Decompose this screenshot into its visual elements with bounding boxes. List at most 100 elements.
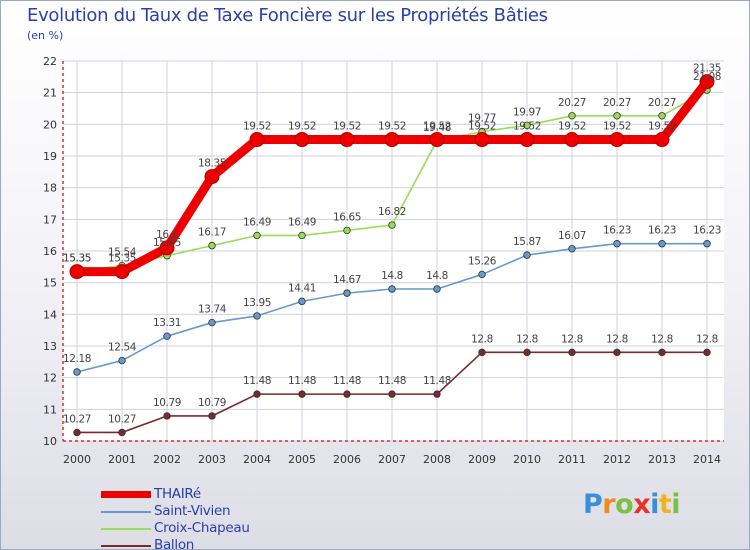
- y-tick-label: 10: [43, 435, 57, 448]
- data-label: 11.48: [423, 375, 451, 387]
- chart-title: Evolution du Taux de Taxe Foncière sur l…: [27, 5, 548, 26]
- data-point: [118, 356, 126, 365]
- data-point: [703, 348, 711, 357]
- data-label: 19.52: [333, 121, 361, 133]
- data-label: 19.52: [648, 121, 676, 133]
- data-point: [73, 368, 81, 376]
- data-label: 15.54: [108, 247, 137, 259]
- y-tick-label: 18: [43, 182, 57, 195]
- data-label: 19.52: [468, 121, 496, 133]
- data-label: 16.23: [693, 225, 721, 237]
- data-label: 10.79: [153, 397, 181, 409]
- data-label: 12.8: [471, 333, 493, 345]
- y-tick-label: 20: [43, 118, 57, 131]
- data-point: [69, 264, 85, 280]
- data-point: [388, 285, 396, 293]
- data-point: [388, 221, 396, 229]
- legend-swatch-ballon: [101, 545, 151, 547]
- data-point: [433, 285, 441, 293]
- x-tick-label: 2001: [108, 453, 136, 466]
- x-tick-label: 2000: [63, 453, 91, 466]
- logo-letter: t: [658, 489, 672, 520]
- data-point: [208, 318, 216, 327]
- data-point: [298, 231, 306, 240]
- data-label: 19.52: [513, 121, 541, 133]
- data-point: [253, 390, 261, 398]
- data-label: 10.27: [63, 413, 91, 425]
- data-point: [343, 289, 351, 297]
- data-label: 19.97: [513, 106, 541, 118]
- x-tick-label: 2011: [558, 453, 586, 466]
- logo-letter: r: [602, 489, 616, 520]
- data-point: [478, 270, 486, 279]
- data-point: [429, 132, 445, 148]
- logo-letter: o: [615, 489, 634, 520]
- data-label: 15.87: [513, 236, 541, 248]
- data-label: 18.35: [198, 158, 226, 170]
- data-point: [568, 245, 576, 253]
- data-label: 16.82: [378, 206, 406, 218]
- data-label: 14.8: [426, 270, 448, 282]
- legend-label: Ballon: [154, 537, 195, 550]
- logo-letter: P: [583, 489, 603, 520]
- series-layer: [69, 74, 715, 437]
- data-point: [613, 348, 621, 357]
- data-label: 16.17: [198, 227, 226, 239]
- data-label: 16.07: [558, 230, 586, 242]
- data-point: [294, 132, 310, 148]
- data-point: [384, 132, 400, 148]
- x-tick-label: 2006: [333, 453, 361, 466]
- data-label: 12.8: [561, 333, 583, 345]
- data-label: 14.41: [288, 282, 316, 294]
- data-point: [118, 428, 126, 437]
- x-tick-label: 2008: [423, 453, 451, 466]
- data-point: [523, 121, 531, 129]
- data-point: [519, 132, 535, 148]
- data-point: [208, 241, 216, 250]
- data-point: [433, 390, 441, 398]
- data-point: [204, 169, 220, 185]
- data-point: [523, 348, 531, 357]
- data-label: 16.49: [243, 216, 271, 228]
- data-label: 15.35: [63, 253, 91, 265]
- data-label: 16.65: [333, 211, 361, 223]
- data-label: 12.18: [63, 353, 91, 365]
- data-label: 12.54: [108, 342, 137, 354]
- data-point: [658, 348, 666, 357]
- legend-swatch-saint-vivien: [101, 511, 151, 513]
- x-tick-label: 2004: [243, 453, 271, 466]
- data-label: 11.48: [288, 375, 316, 387]
- data-label: 19.77: [468, 113, 496, 125]
- data-point: [613, 112, 621, 120]
- y-tick-label: 21: [43, 87, 57, 100]
- data-label: 14.67: [333, 274, 361, 286]
- y-tick-label: 11: [43, 403, 57, 416]
- legend-swatch-croix-chapeau: [101, 528, 151, 530]
- data-label: 10.79: [198, 397, 226, 409]
- data-label: 15.35: [108, 253, 136, 265]
- data-point: [658, 240, 666, 248]
- x-tick-label: 2005: [288, 453, 316, 466]
- data-label: 21.08: [693, 71, 721, 83]
- x-tick-label: 2003: [198, 453, 226, 466]
- data-point: [343, 226, 351, 235]
- y-tick-label: 14: [43, 308, 57, 321]
- data-label: 16.49: [288, 216, 316, 228]
- data-point: [568, 112, 576, 120]
- legend-swatch-thaire: [101, 491, 151, 498]
- x-tick-label: 2010: [513, 453, 541, 466]
- data-label: 20.27: [648, 97, 676, 109]
- data-point: [388, 390, 396, 398]
- data-label: 16.23: [648, 225, 676, 237]
- data-label: 13.74: [198, 304, 227, 316]
- legend-label: Saint-Vivien: [154, 503, 231, 519]
- data-point: [73, 428, 81, 437]
- data-point: [699, 74, 715, 90]
- data-label: 12.8: [606, 333, 628, 345]
- data-label: 10.27: [108, 413, 136, 425]
- proxiti-logo: Proxiti: [583, 489, 681, 520]
- data-point: [703, 240, 711, 248]
- data-point: [564, 132, 580, 148]
